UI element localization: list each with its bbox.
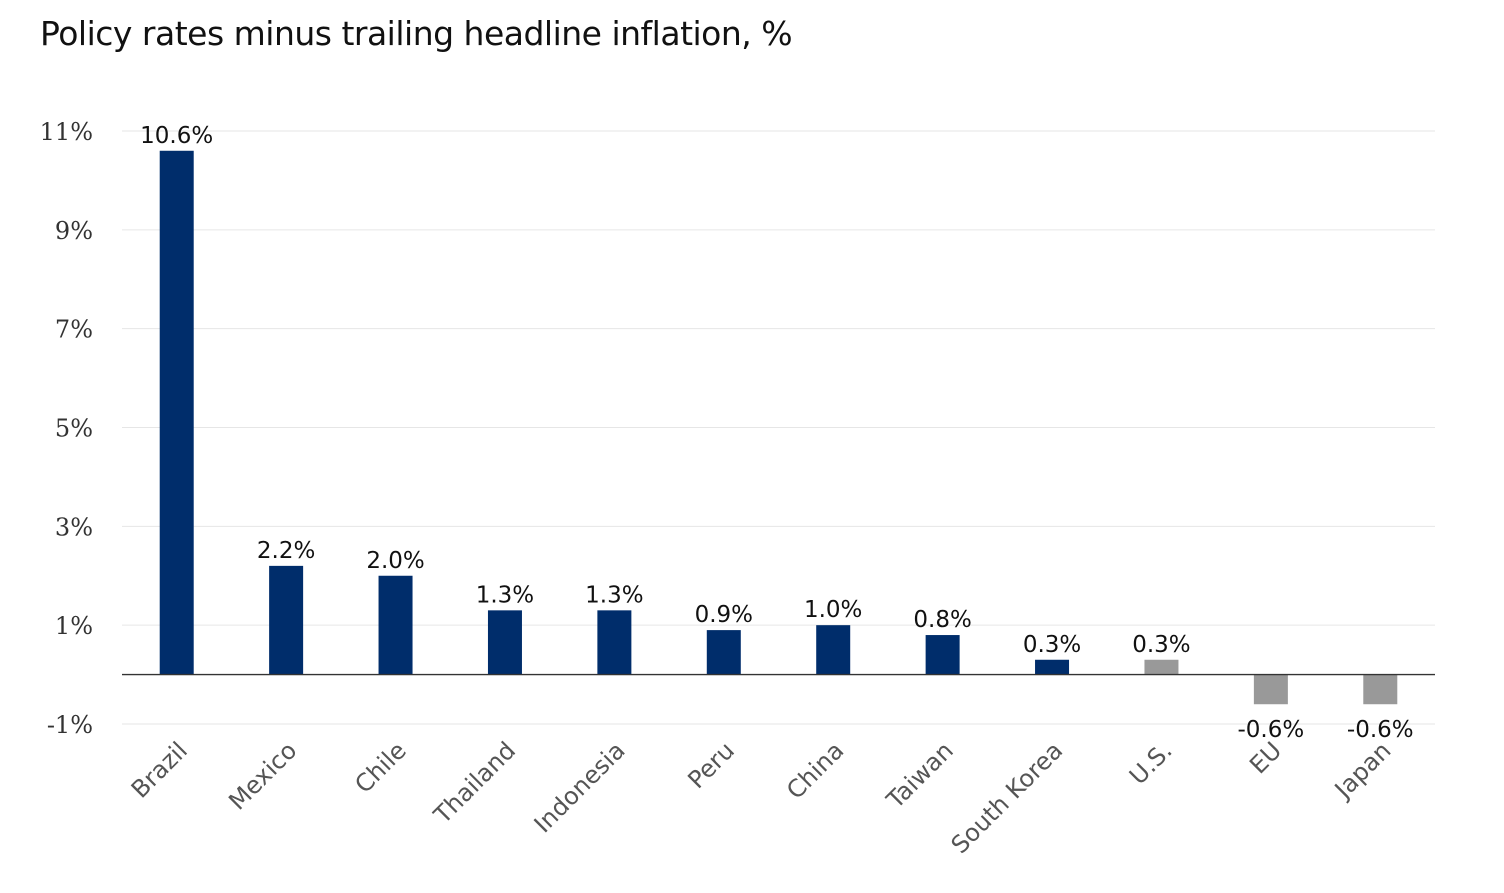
x-tick-label: Brazil bbox=[126, 736, 193, 803]
data-label: 1.3% bbox=[476, 582, 534, 608]
bar-thailand bbox=[487, 610, 522, 675]
x-tick-label: Chile bbox=[350, 736, 412, 798]
data-label: 0.9% bbox=[695, 602, 753, 628]
y-tick-label: -1% bbox=[47, 711, 93, 739]
data-label: 1.3% bbox=[585, 582, 643, 608]
bar-u-s- bbox=[1144, 659, 1179, 675]
data-label: 0.8% bbox=[913, 607, 971, 633]
y-tick-label: 9% bbox=[55, 217, 93, 245]
data-label: -0.6% bbox=[1238, 717, 1305, 743]
bar-china bbox=[816, 625, 851, 675]
bar-japan bbox=[1363, 674, 1398, 705]
x-tick-label: Mexico bbox=[223, 736, 302, 815]
bar-eu bbox=[1253, 674, 1288, 705]
data-label: 0.3% bbox=[1023, 632, 1081, 658]
data-label: 1.0% bbox=[804, 597, 862, 623]
x-tick-label: Taiwan bbox=[881, 736, 959, 814]
bar-peru bbox=[706, 630, 741, 675]
x-tick-label: Indonesia bbox=[529, 736, 631, 838]
bar-south-korea bbox=[1035, 659, 1070, 675]
bar-indonesia bbox=[597, 610, 632, 675]
y-tick-label: 5% bbox=[55, 415, 93, 443]
data-label: -0.6% bbox=[1347, 717, 1414, 743]
x-tick-label: U.S. bbox=[1124, 736, 1178, 790]
bar-chile bbox=[378, 575, 413, 675]
y-tick-label: 11% bbox=[40, 118, 93, 146]
data-label: 0.3% bbox=[1132, 632, 1190, 658]
x-tick-label: South Korea bbox=[946, 736, 1069, 859]
chart-title: Policy rates minus trailing headline inf… bbox=[40, 14, 793, 53]
y-tick-label: 3% bbox=[55, 513, 93, 541]
x-tick-label: Japan bbox=[1328, 736, 1397, 805]
data-label: 10.6% bbox=[140, 123, 213, 149]
y-tick-label: 7% bbox=[55, 316, 93, 344]
data-label: 2.2% bbox=[257, 538, 315, 564]
x-tick-label: Thailand bbox=[428, 736, 521, 829]
x-tick-label: China bbox=[781, 736, 849, 804]
x-tick-label: Peru bbox=[682, 736, 740, 794]
y-tick-label: 1% bbox=[55, 612, 93, 640]
bar-taiwan bbox=[925, 635, 960, 675]
bar-mexico bbox=[269, 565, 304, 675]
data-label: 2.0% bbox=[366, 548, 424, 574]
bar-brazil bbox=[159, 150, 194, 675]
